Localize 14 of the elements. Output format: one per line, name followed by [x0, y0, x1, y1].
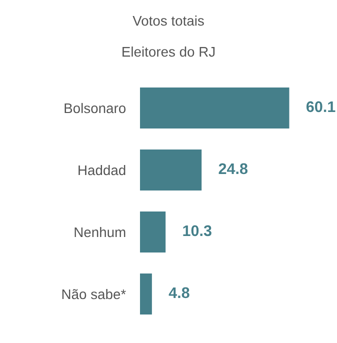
chart-title: Votos totais — [132, 16, 204, 26]
y-tick-label: Haddad — [78, 164, 126, 176]
bar — [140, 88, 290, 128]
bar — [140, 150, 202, 190]
data-label: 10.3 — [183, 225, 212, 236]
data-label: 4.8 — [168, 287, 190, 298]
y-tick-label: Não sabe* — [62, 288, 126, 300]
bar — [140, 212, 166, 252]
data-label: 24.8 — [218, 163, 248, 174]
chart-subtitle: Eleitores do RJ — [122, 46, 215, 57]
bar — [140, 274, 152, 314]
y-tick-label: Bolsonaro — [64, 102, 126, 114]
data-label: 60.1 — [306, 101, 336, 112]
y-tick-label: Nenhum — [74, 226, 126, 238]
